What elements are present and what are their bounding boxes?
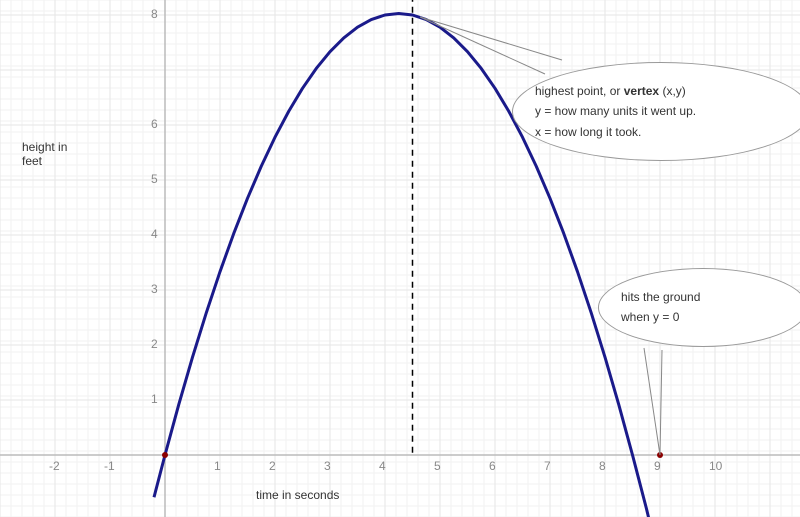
x-tick-label: -1 (104, 459, 115, 473)
x-tick-label: 3 (324, 459, 331, 473)
y-tick-label: 3 (151, 282, 158, 296)
x-axis-label: time in seconds (256, 488, 339, 502)
x-tick-label: 5 (434, 459, 441, 473)
x-tick-label: 1 (214, 459, 221, 473)
y-tick-label: 8 (151, 7, 158, 21)
callout-ground-line1: hits the ground (621, 287, 785, 307)
y-axis-label-text: height infeet (22, 140, 67, 168)
x-tick-label: 4 (379, 459, 386, 473)
callout-vertex-line1b: (x,y) (659, 84, 686, 98)
y-tick-label: 1 (151, 392, 158, 406)
callout-ground-line2: when y = 0 (621, 307, 785, 327)
x-tick-label: 10 (709, 459, 722, 473)
y-tick-label: 2 (151, 337, 158, 351)
y-axis-label: height infeet (22, 140, 67, 168)
callout-vertex-line1a: highest point, or (535, 84, 624, 98)
y-tick-label: 6 (151, 117, 158, 131)
callout-ground: hits the ground when y = 0 (598, 268, 800, 347)
x-tick-label: 2 (269, 459, 276, 473)
callout-vertex: highest point, or vertex (x,y) y = how m… (512, 62, 800, 161)
y-tick-label: 5 (151, 172, 158, 186)
callout-vertex-bold: vertex (624, 84, 659, 98)
x-tick-label: 9 (654, 459, 661, 473)
callout-vertex-line3: x = how long it took. (535, 122, 787, 142)
x-tick-label: -2 (49, 459, 60, 473)
x-tick-label: 8 (599, 459, 606, 473)
x-tick-label: 6 (489, 459, 496, 473)
y-tick-label: 4 (151, 227, 158, 241)
x-axis-label-text: time in seconds (256, 488, 339, 502)
callout-vertex-line2: y = how many units it went up. (535, 101, 787, 121)
x-tick-label: 7 (544, 459, 551, 473)
